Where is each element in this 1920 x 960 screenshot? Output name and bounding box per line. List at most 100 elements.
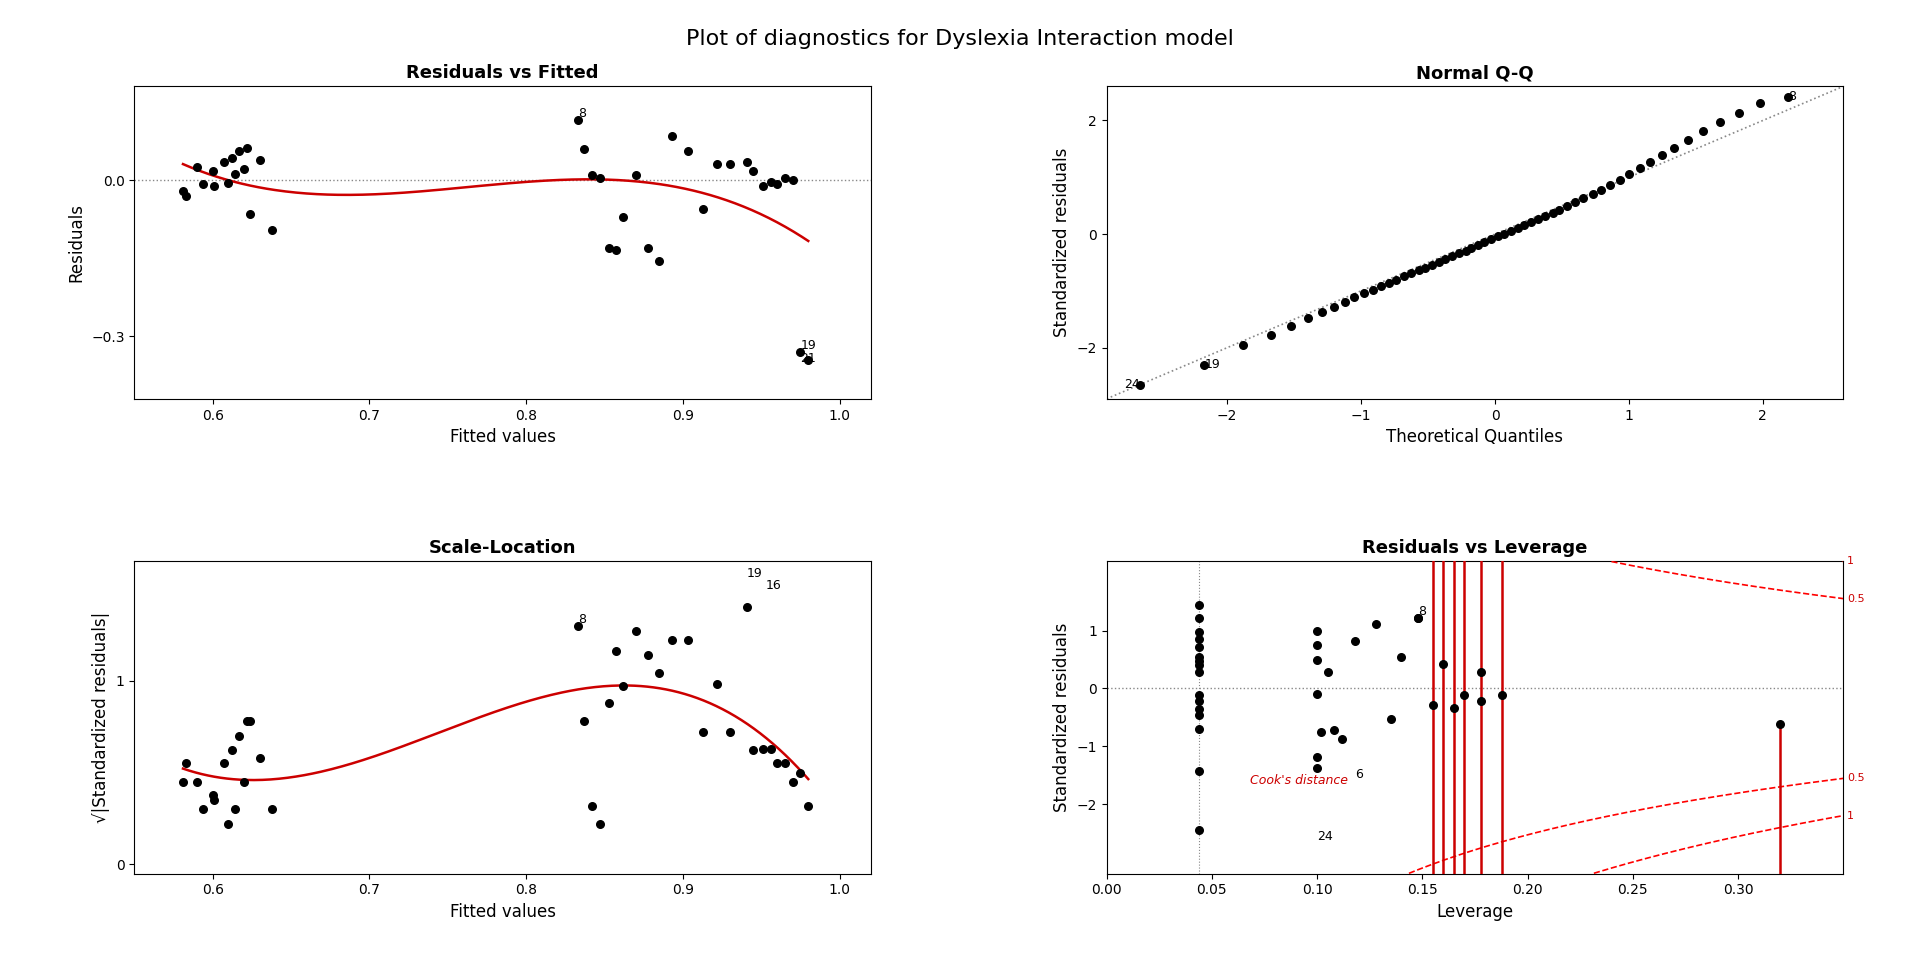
- Point: [793, 798, 824, 813]
- Point: [1490, 226, 1521, 241]
- Point: [1357, 282, 1388, 298]
- Point: [1476, 231, 1507, 247]
- Point: [171, 756, 202, 771]
- Point: [1185, 649, 1215, 664]
- Point: [1185, 597, 1215, 612]
- X-axis label: Theoretical Quantiles: Theoretical Quantiles: [1386, 428, 1563, 446]
- Text: 19: 19: [747, 566, 762, 580]
- Point: [1302, 623, 1332, 638]
- Text: 24: 24: [1317, 830, 1332, 843]
- Text: 16: 16: [766, 580, 781, 592]
- Point: [1496, 223, 1526, 238]
- Point: [1340, 634, 1371, 649]
- Point: [200, 792, 230, 807]
- Point: [687, 725, 718, 740]
- Point: [1417, 257, 1448, 273]
- Point: [1302, 686, 1332, 702]
- Point: [1636, 155, 1667, 170]
- Point: [737, 743, 768, 758]
- Point: [1596, 178, 1626, 193]
- Text: 8: 8: [578, 612, 586, 626]
- Point: [1185, 653, 1215, 668]
- Point: [1463, 237, 1494, 252]
- Point: [1724, 105, 1755, 120]
- Point: [1586, 182, 1617, 198]
- Point: [1688, 124, 1718, 139]
- Point: [1659, 140, 1690, 156]
- Point: [1482, 228, 1513, 244]
- Point: [1386, 649, 1417, 664]
- Point: [188, 177, 219, 192]
- Point: [747, 741, 778, 756]
- Title: Residuals vs Leverage: Residuals vs Leverage: [1361, 539, 1588, 557]
- Point: [747, 179, 778, 194]
- Point: [687, 201, 718, 216]
- Point: [182, 774, 213, 789]
- Point: [1528, 208, 1559, 224]
- Text: 24: 24: [1125, 378, 1140, 391]
- Point: [1764, 717, 1795, 732]
- Point: [732, 599, 762, 614]
- Point: [198, 787, 228, 803]
- Point: [1319, 300, 1350, 315]
- Point: [1388, 269, 1419, 284]
- Point: [643, 253, 674, 269]
- Point: [672, 144, 703, 159]
- Point: [1647, 148, 1678, 163]
- Point: [1229, 337, 1260, 352]
- Text: 1: 1: [1847, 810, 1855, 821]
- Point: [1185, 624, 1215, 639]
- Point: [1436, 249, 1467, 264]
- Text: 19: 19: [1204, 358, 1219, 372]
- Point: [1705, 114, 1736, 130]
- Point: [672, 633, 703, 648]
- Point: [1486, 687, 1517, 703]
- X-axis label: Leverage: Leverage: [1436, 902, 1513, 921]
- Point: [1430, 252, 1461, 267]
- Point: [1188, 357, 1219, 372]
- Point: [755, 741, 785, 756]
- Point: [1185, 823, 1215, 838]
- Point: [1361, 616, 1392, 632]
- Point: [1185, 721, 1215, 736]
- Point: [601, 643, 632, 659]
- Point: [1365, 278, 1396, 294]
- Point: [634, 647, 664, 662]
- Point: [228, 161, 259, 177]
- Point: [213, 175, 244, 190]
- Point: [1515, 214, 1546, 229]
- Text: 19: 19: [801, 339, 816, 352]
- Point: [1469, 234, 1500, 250]
- Point: [200, 179, 230, 194]
- Point: [1465, 664, 1496, 680]
- Point: [609, 209, 639, 225]
- Point: [1185, 658, 1215, 673]
- Point: [1338, 289, 1369, 304]
- Point: [1185, 639, 1215, 655]
- Text: 6: 6: [1356, 768, 1363, 781]
- Point: [1503, 220, 1534, 235]
- Point: [1302, 652, 1332, 667]
- Point: [737, 163, 768, 179]
- Point: [643, 665, 674, 681]
- X-axis label: Fitted values: Fitted values: [449, 428, 555, 446]
- Point: [1509, 217, 1540, 232]
- Point: [1605, 173, 1636, 188]
- Point: [213, 816, 244, 831]
- Point: [1538, 205, 1569, 221]
- Point: [703, 156, 733, 172]
- Point: [1185, 763, 1215, 779]
- Point: [1465, 693, 1496, 708]
- Point: [609, 679, 639, 694]
- Point: [1302, 749, 1332, 764]
- Point: [785, 345, 816, 360]
- Point: [1185, 632, 1215, 647]
- Text: 0.5: 0.5: [1847, 774, 1864, 783]
- Point: [1544, 202, 1574, 217]
- Title: Scale-Location: Scale-Location: [428, 539, 576, 557]
- Point: [1327, 732, 1357, 747]
- Point: [209, 155, 240, 170]
- Point: [257, 222, 288, 237]
- Point: [785, 765, 816, 780]
- Y-axis label: Standardized residuals: Standardized residuals: [1052, 623, 1071, 812]
